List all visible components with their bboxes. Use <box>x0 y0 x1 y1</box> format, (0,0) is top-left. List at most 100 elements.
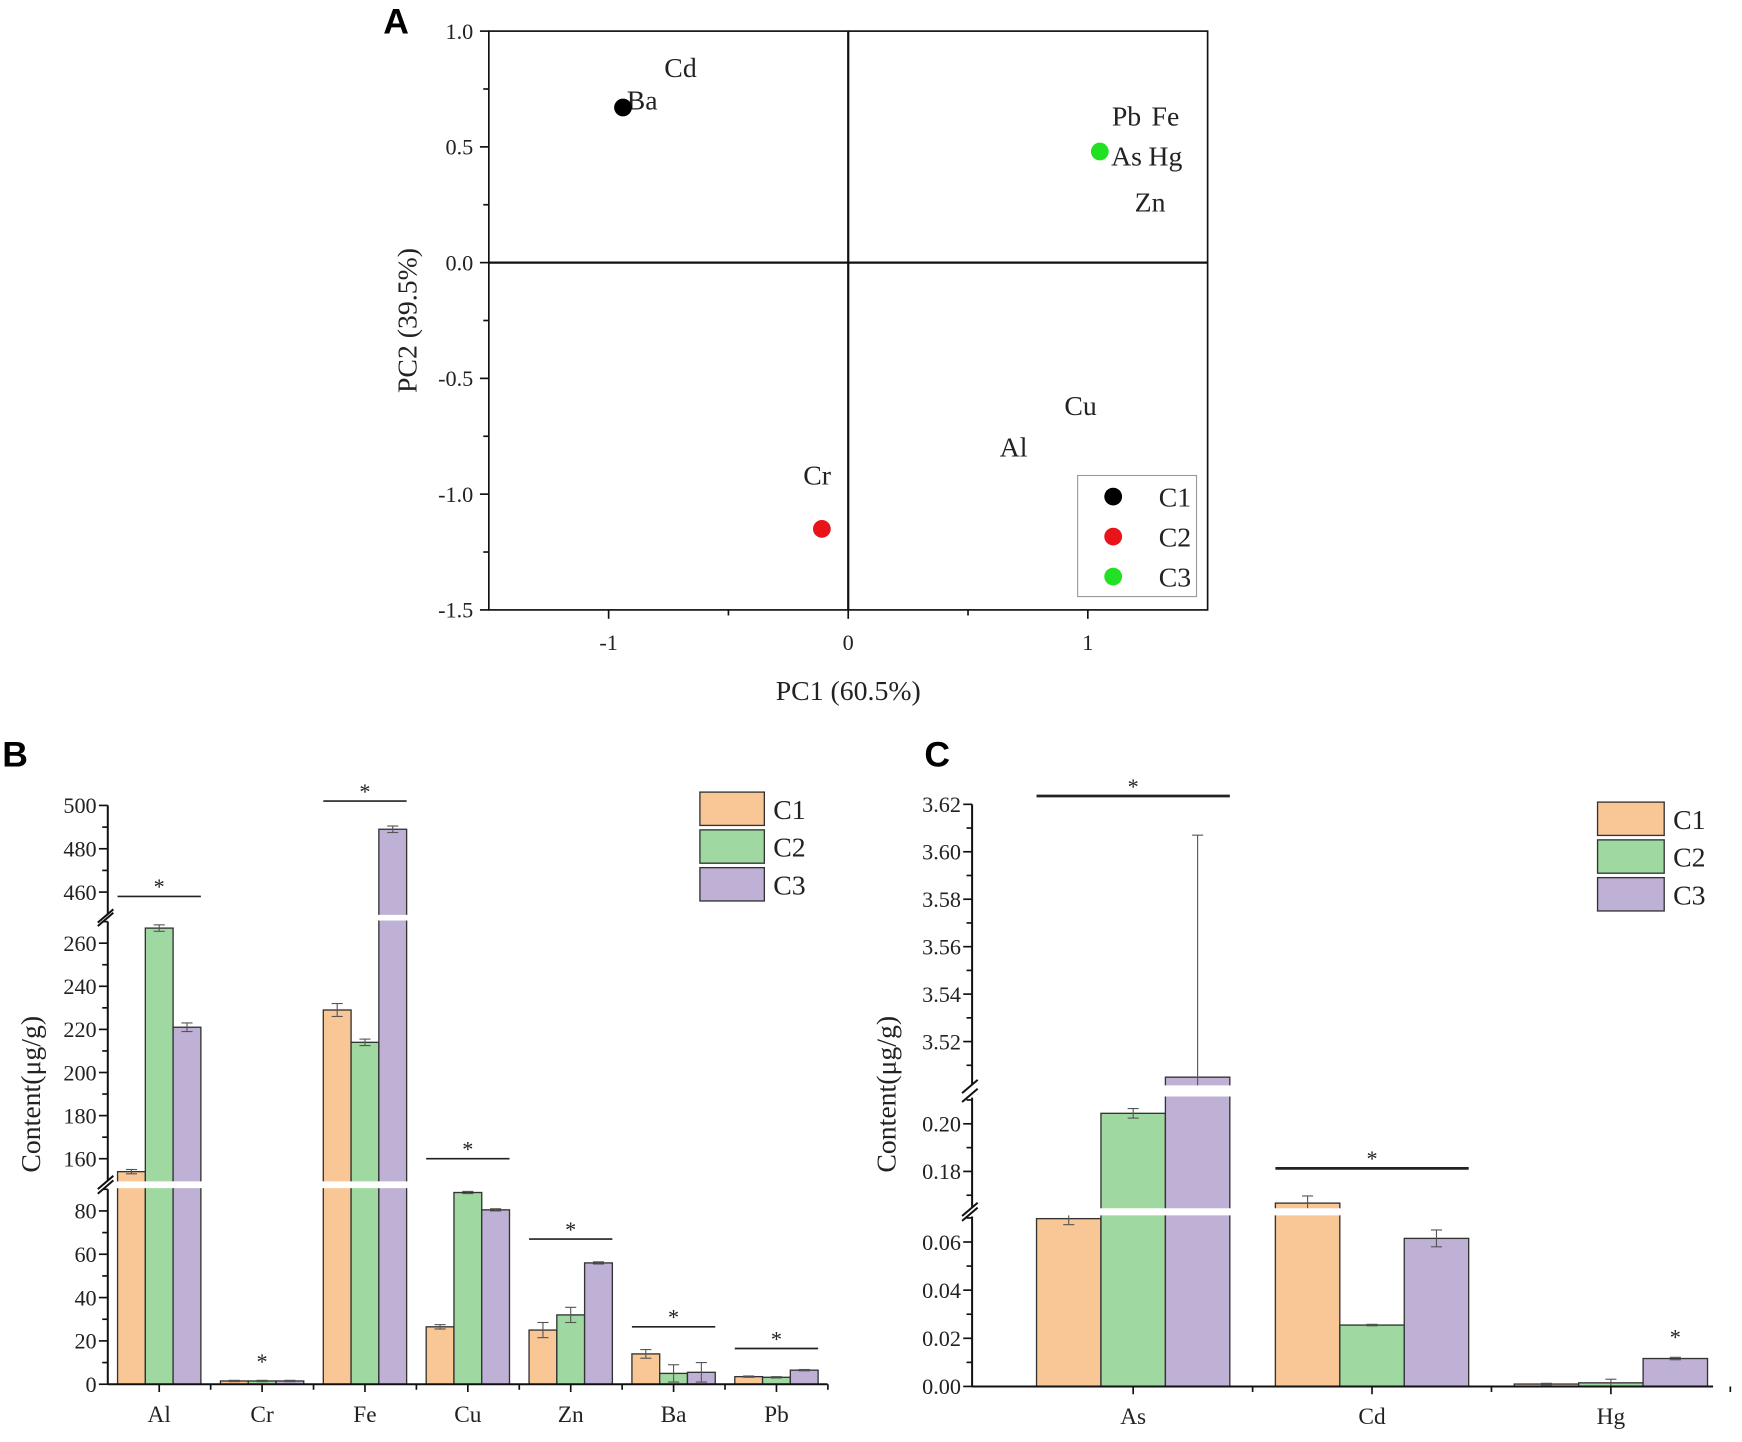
x-tick-label: 0 <box>843 630 854 655</box>
error-bar <box>331 1002 343 1018</box>
legend-box <box>1077 474 1198 598</box>
y-tick-label: 3.58 <box>922 887 961 912</box>
variable-label-pb: Pb <box>1112 102 1141 133</box>
bar-zn-c3 <box>583 1262 614 1385</box>
error-bar <box>1192 834 1204 1092</box>
error-bar <box>1430 1229 1443 1248</box>
legend-label-c3: C3 <box>1159 563 1191 594</box>
axis-break-mark <box>961 1079 979 1094</box>
panel-label-b: B <box>2 735 28 775</box>
error-bar <box>387 825 399 834</box>
x-tick-label-ba: Ba <box>661 1402 688 1428</box>
bar-pb-c3 <box>789 1369 819 1385</box>
error-bar <box>640 1349 652 1359</box>
axis-break-gap <box>104 1181 828 1189</box>
legend-swatch-c3 <box>1596 876 1665 912</box>
axis-break-mark <box>961 1201 979 1217</box>
legend-marker-c2 <box>1104 527 1123 546</box>
y-tick-label: 80 <box>74 1199 96 1224</box>
x-tick-label: 1 <box>1082 630 1093 655</box>
x-tick-label-cr: Cr <box>250 1402 274 1428</box>
panel-label-c: C <box>924 735 950 775</box>
error-bar <box>434 1324 446 1330</box>
y-tick-label: 0.5 <box>446 135 474 160</box>
significance-asterisk: * <box>257 1349 268 1374</box>
y-tick-label: 200 <box>63 1060 96 1085</box>
y-tick-label: 1.0 <box>446 19 474 44</box>
legend-marker-c1 <box>1104 487 1123 506</box>
bar-al-c2 <box>144 927 174 1385</box>
bar-al-c1 <box>116 1170 147 1385</box>
y-tick-label: 60 <box>74 1242 96 1267</box>
panel-b-bar-chart: B 0 20 40 60 80 160 180 200 220 240 260 460 480 500 Al C… <box>2 735 829 1428</box>
y-tick-label: 40 <box>74 1285 96 1310</box>
significance-asterisk: * <box>462 1136 473 1161</box>
axis-break-mark <box>97 908 114 924</box>
y-tick-label: 220 <box>63 1017 96 1042</box>
bar-fe-c2 <box>350 1041 380 1385</box>
axis-break-mark <box>961 1206 979 1222</box>
error-bar <box>1669 1356 1681 1361</box>
x-tick-label-cd: Cd <box>1358 1404 1386 1430</box>
y-tick-label: 20 <box>74 1329 96 1354</box>
axis-break-gap <box>968 1085 1714 1097</box>
significance-asterisk: * <box>565 1217 576 1242</box>
variable-label-hg: Hg <box>1148 142 1182 173</box>
panel-label-a: A <box>383 1 409 41</box>
error-bar <box>228 1379 240 1383</box>
variable-label-cr: Cr <box>803 461 831 492</box>
error-bar <box>668 1364 680 1383</box>
x-tick-label: -1 <box>599 630 618 655</box>
bar-cu-c2 <box>453 1191 483 1385</box>
point-c3 <box>1090 142 1109 161</box>
error-bar <box>1366 1323 1378 1327</box>
y-axis-title: Content(μg/g) <box>16 1016 47 1173</box>
bar-cu-c1 <box>425 1326 455 1385</box>
y-tick-label: 0.18 <box>922 1159 961 1184</box>
legend-label-c1: C1 <box>1673 805 1705 836</box>
x-tick-label-as: As <box>1120 1404 1146 1430</box>
y-tick-label: 180 <box>63 1103 96 1128</box>
y-tick-label: 500 <box>63 793 96 818</box>
error-bar <box>695 1362 707 1383</box>
legend-label-c1: C1 <box>773 795 805 826</box>
x-axis-title: PC1 (60.5%) <box>776 676 921 707</box>
point-c1 <box>614 98 632 117</box>
bar-cu-c3 <box>481 1209 511 1385</box>
bar-al-c3 <box>172 1026 202 1385</box>
point-c2 <box>812 519 831 538</box>
bar-as-c3 <box>1164 1076 1231 1388</box>
variable-label-ba: Ba <box>627 85 658 116</box>
y-tick-label: 0.06 <box>922 1230 961 1255</box>
error-bar <box>153 924 165 932</box>
axis-break-gap <box>968 1208 1714 1216</box>
y-tick-label: 0.04 <box>922 1278 961 1303</box>
y-tick-label: 0.0 <box>446 250 474 275</box>
panel-c-bar-chart: C 0.00 0.02 0.04 0.06 0.18 0.20 3.52 3.54 3.56 3.5… <box>871 735 1732 1430</box>
legend-label-c1: C1 <box>1159 483 1191 514</box>
error-bar <box>284 1379 296 1383</box>
legend-marker-c3 <box>1104 567 1123 586</box>
bar-as-c1 <box>1035 1217 1102 1388</box>
significance-asterisk: * <box>668 1305 679 1330</box>
y-tick-label: 480 <box>63 837 96 862</box>
y-tick-label: 240 <box>63 974 96 999</box>
y-tick-label: 260 <box>63 931 96 956</box>
y-tick-label: 0.20 <box>922 1112 961 1137</box>
error-bar <box>743 1375 755 1378</box>
variable-label-cd: Cd <box>664 53 697 84</box>
significance-asterisk: * <box>154 874 165 899</box>
legend-swatch-c3 <box>699 866 766 902</box>
axis-break-gap <box>104 914 828 921</box>
y-tick-label: 3.54 <box>922 982 961 1007</box>
significance-asterisk: * <box>1366 1146 1377 1171</box>
x-tick-label-fe: Fe <box>353 1402 376 1428</box>
bar-cd-c3 <box>1403 1237 1470 1388</box>
y-tick-label: -1.0 <box>438 482 473 507</box>
variable-label-fe: Fe <box>1152 102 1180 133</box>
y-axis-title: PC2 (39.5%) <box>393 248 424 393</box>
error-bar <box>359 1038 371 1047</box>
y-tick-label: 3.56 <box>922 934 961 959</box>
error-bar <box>462 1190 474 1195</box>
